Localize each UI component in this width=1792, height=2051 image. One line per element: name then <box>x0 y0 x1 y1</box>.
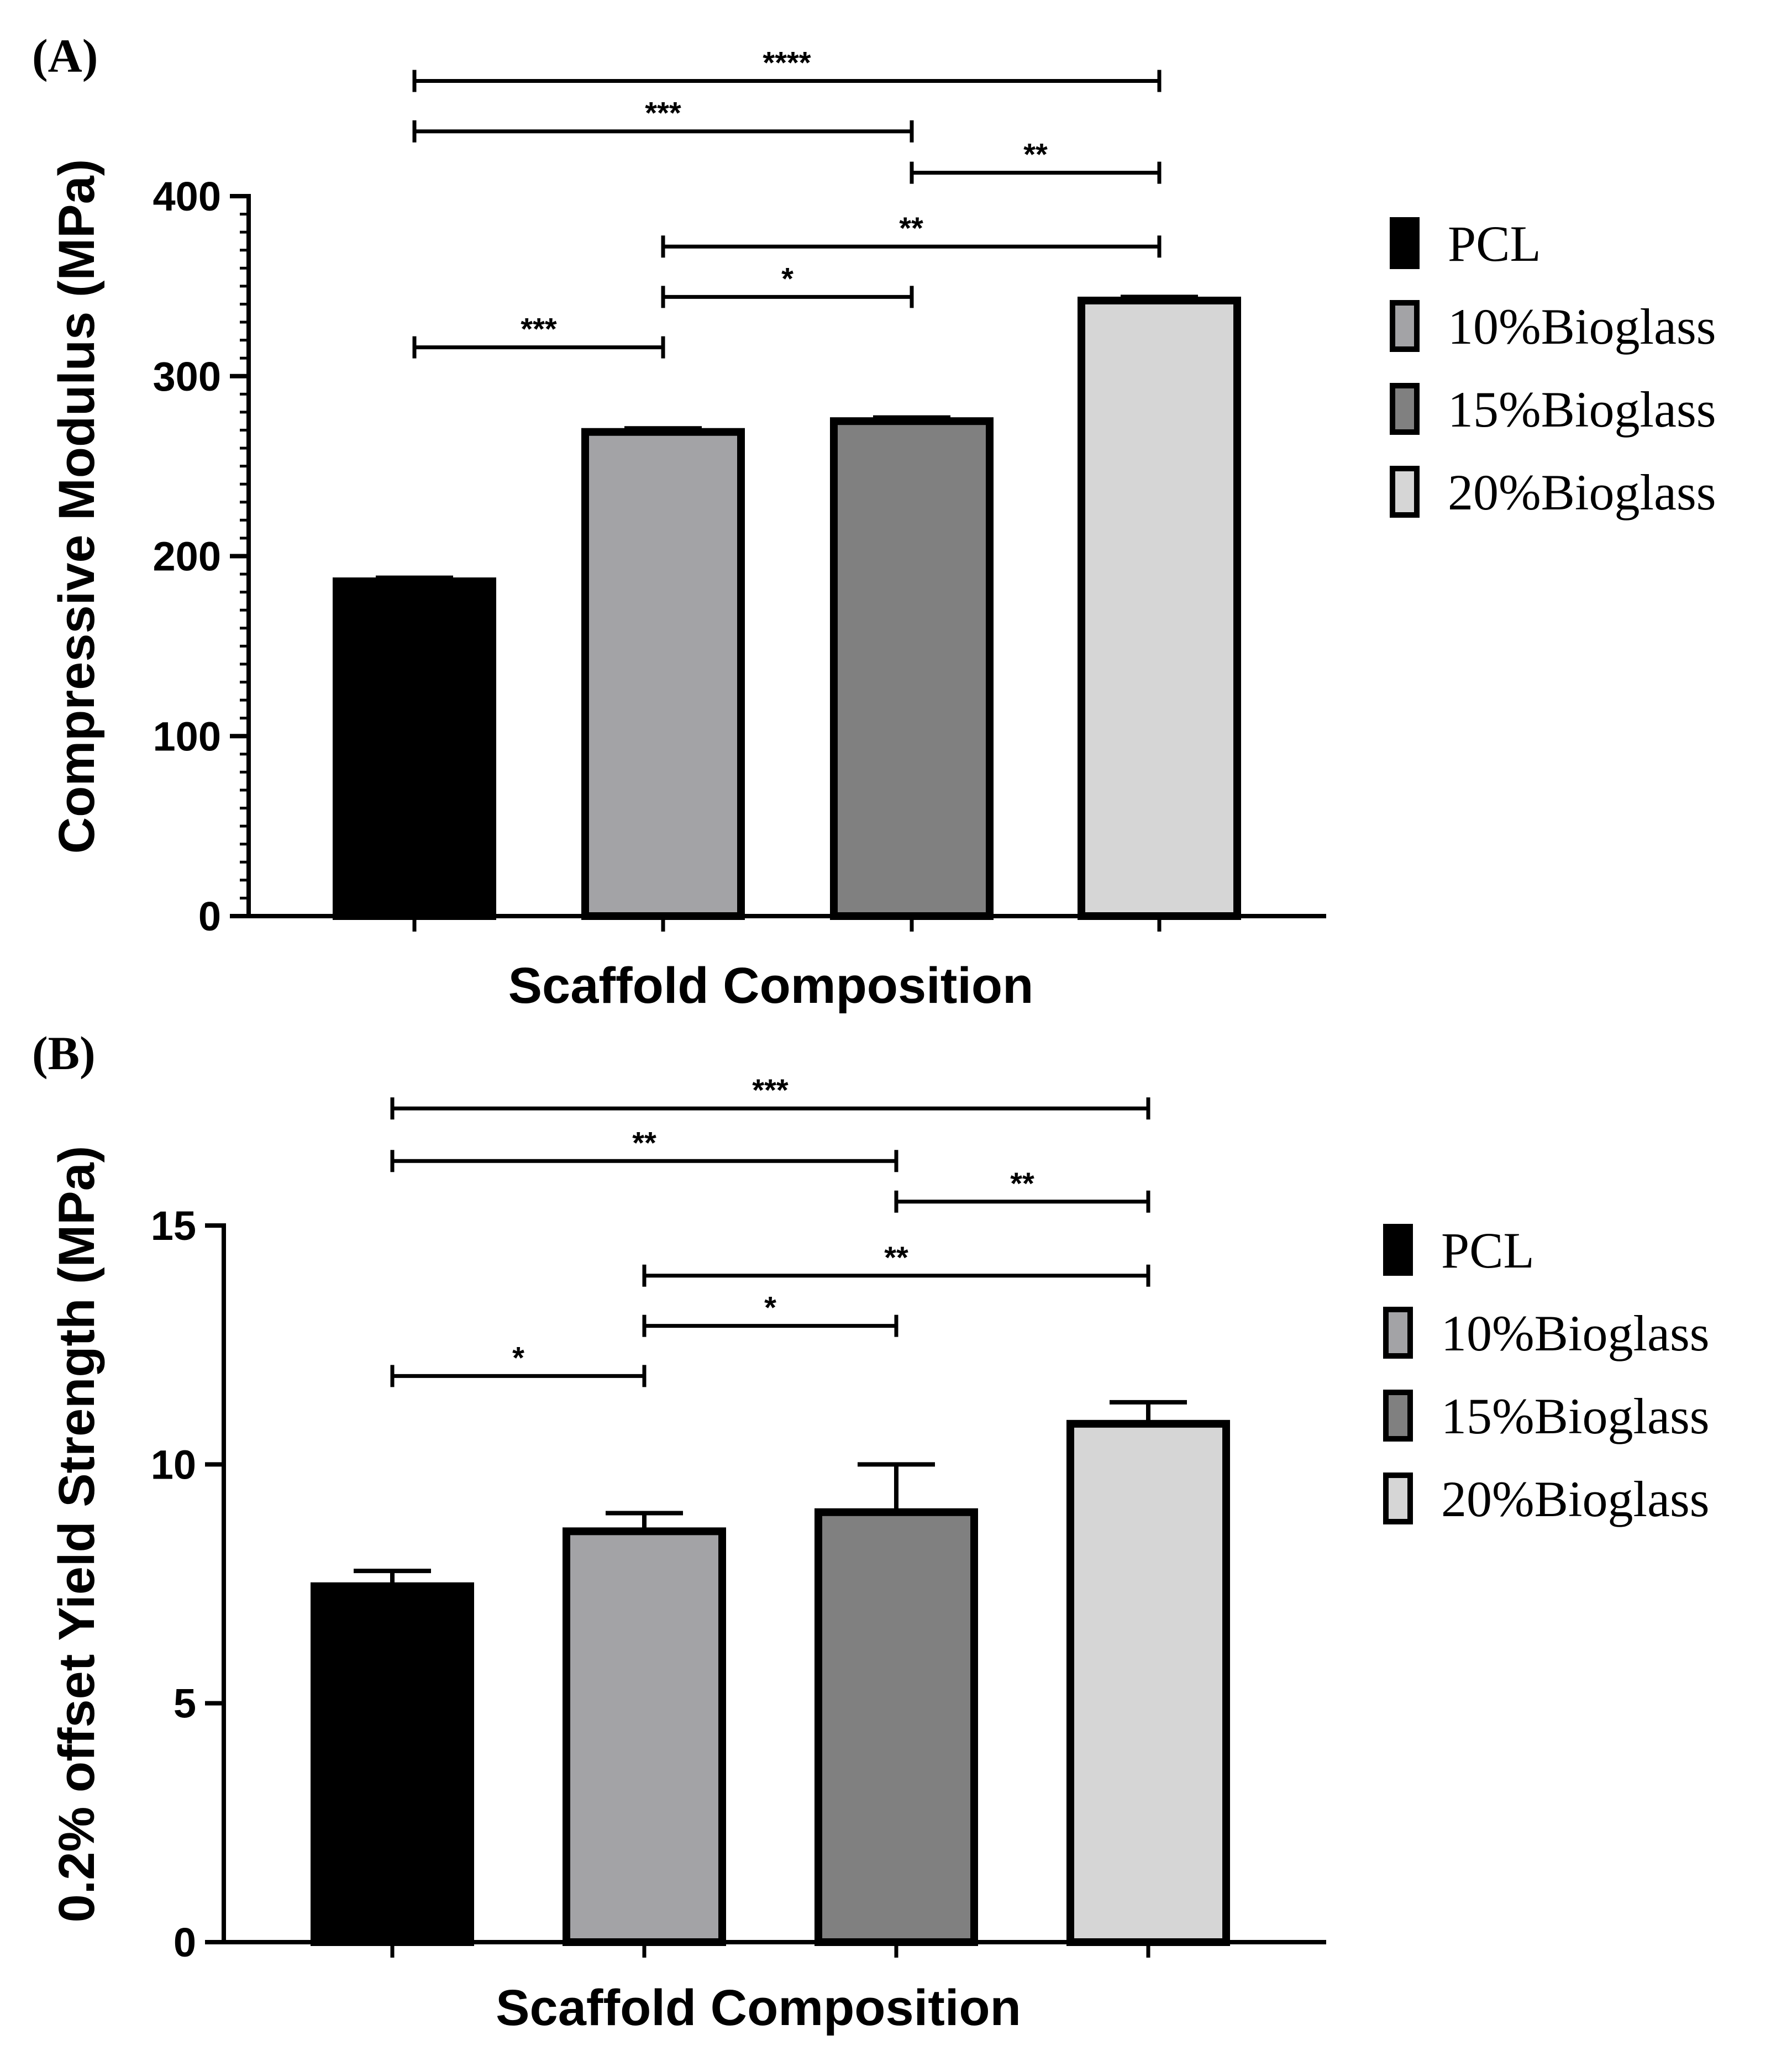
significance-label-1: * <box>781 261 793 296</box>
y-tick-label-0: 0 <box>198 893 221 939</box>
y-tick-label-4: 400 <box>153 173 221 219</box>
panel-label: (A) <box>32 29 98 82</box>
x-axis-title: Scaffold Composition <box>496 1980 1021 2036</box>
bar-1 <box>563 1527 726 1947</box>
panel-b: (B) 0 5 10 15 Scaffold Composition 0.2% offset… <box>32 1027 1710 2036</box>
significance-label-3: ** <box>1010 1166 1034 1201</box>
y-tick-label-3: 300 <box>153 354 221 399</box>
legend-label-0: PCL <box>1448 215 1541 272</box>
x-axis-title: Scaffold Composition <box>508 958 1034 1014</box>
legend-swatch-2 <box>1383 1390 1413 1442</box>
legend-swatch-1 <box>1390 300 1420 352</box>
legend-label-2: 15%Bioglass <box>1448 381 1716 438</box>
significance-label-5: *** <box>752 1072 789 1107</box>
bar-0 <box>311 1582 474 1946</box>
y-axis-title: 0.2% offset Yield Strength (MPa) <box>49 1146 105 1923</box>
legend-label-1: 10%Bioglass <box>1441 1305 1710 1361</box>
y-tick-label-1: 5 <box>174 1681 196 1727</box>
legend-swatch-1 <box>1383 1307 1413 1359</box>
significance-label-0: *** <box>521 312 557 346</box>
legend-label-3: 20%Bioglass <box>1441 1471 1710 1527</box>
significance-label-1: * <box>764 1290 776 1325</box>
y-tick-label-1: 100 <box>153 713 221 759</box>
y-tick-label-2: 200 <box>153 534 221 580</box>
bar-1 <box>581 428 745 920</box>
significance-label-2: ** <box>899 211 923 245</box>
bar-2 <box>830 417 994 920</box>
legend-swatch-3 <box>1383 1472 1413 1524</box>
bar-3 <box>1066 1419 1230 1946</box>
y-tick-label-2: 10 <box>151 1442 196 1487</box>
significance-label-0: * <box>512 1340 524 1375</box>
y-tick-label-0: 0 <box>174 1919 196 1965</box>
bar-3 <box>1078 296 1241 920</box>
legend-label-3: 20%Bioglass <box>1448 464 1716 520</box>
legend-swatch-3 <box>1390 466 1420 518</box>
significance-label-2: ** <box>884 1240 908 1275</box>
bar-0 <box>333 577 496 920</box>
panel-label: (B) <box>32 1027 96 1080</box>
y-axis-title: Compressive Modulus (MPa) <box>49 159 105 854</box>
significance-label-5: **** <box>763 45 811 80</box>
significance-label-4: *** <box>645 96 681 130</box>
legend-label-2: 15%Bioglass <box>1441 1388 1710 1444</box>
legend-swatch-2 <box>1390 383 1420 435</box>
legend-label-0: PCL <box>1441 1222 1535 1279</box>
panel-a: (A) 0 100 200 300 400 Scaffold Composition Comp… <box>32 29 1716 1014</box>
significance-label-4: ** <box>632 1125 656 1160</box>
y-tick-label-3: 15 <box>151 1203 196 1249</box>
legend-swatch-0 <box>1390 217 1420 269</box>
legend-swatch-0 <box>1383 1224 1413 1276</box>
legend-label-1: 10%Bioglass <box>1448 298 1716 355</box>
significance-label-3: ** <box>1023 137 1048 172</box>
bar-2 <box>814 1508 978 1947</box>
